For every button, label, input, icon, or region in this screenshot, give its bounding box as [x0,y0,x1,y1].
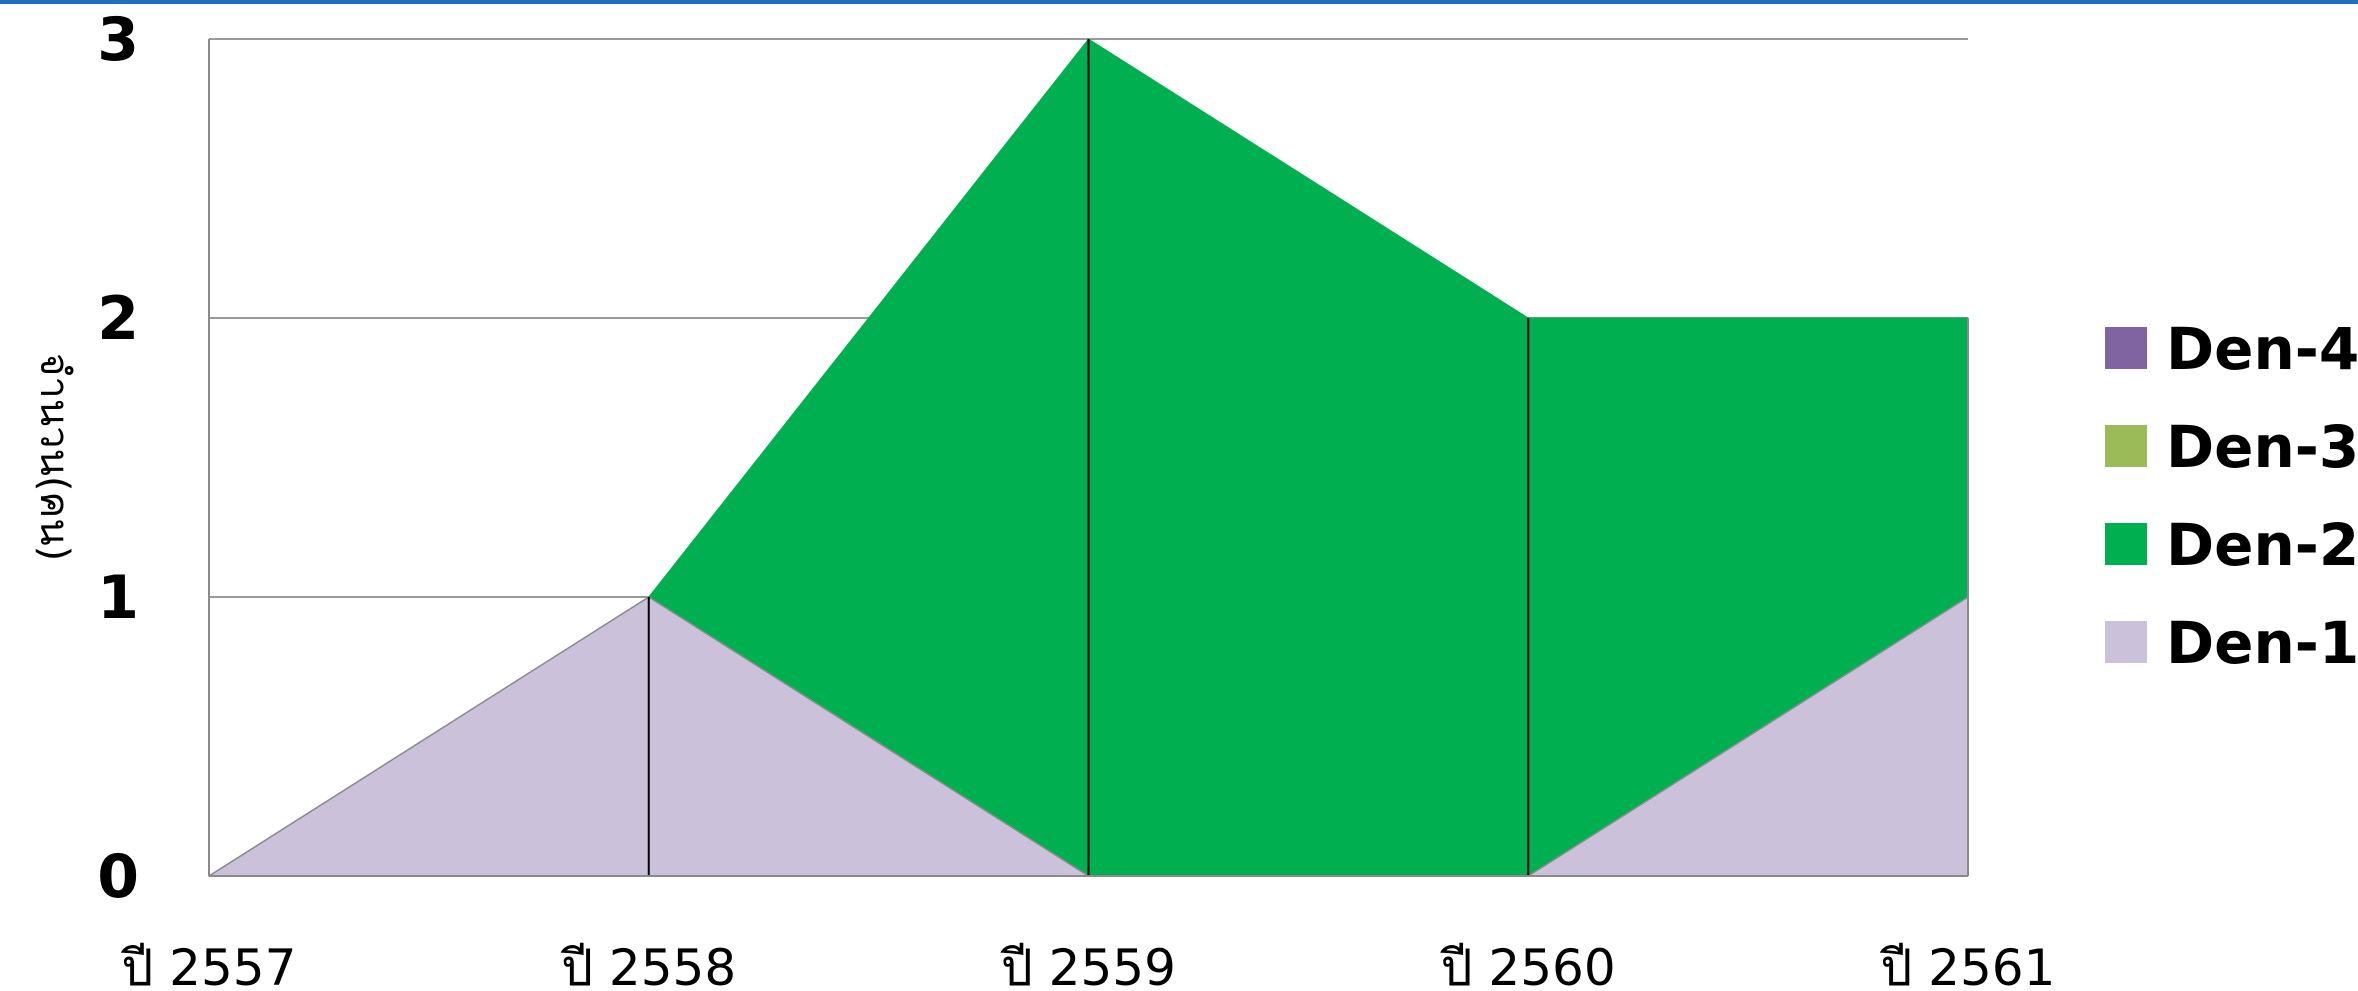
y-tick-label: 2 [97,284,139,354]
x-tick-label: ปี 2560 [1440,939,1616,991]
legend-swatch-den-3 [2105,425,2147,467]
legend-label-den-4: Den-4 [2166,315,2358,383]
legend-swatch-den-1 [2105,621,2147,663]
x-tick-label: ปี 2557 [120,939,296,991]
legend: Den-4 Den-3 Den-2 Den-1 [2105,315,2358,677]
axes [208,39,1968,877]
legend-label-den-1: Den-1 [2166,609,2358,677]
y-tick-label: 1 [97,563,139,633]
legend-label-den-2: Den-2 [2166,511,2358,579]
legend-swatch-den-4 [2105,327,2147,369]
y-tick-label: 3 [97,5,139,75]
y-tick-labels: 0 1 2 3 [97,5,139,912]
category-dividers [647,39,1969,876]
legend-label-den-3: Den-3 [2166,413,2358,481]
x-tick-labels: ปี 2557 ปี 2558 ปี 2559 ปี 2560 ปี 2561 [120,939,2055,991]
top-accent-bar [0,0,2358,4]
x-tick-label: ปี 2561 [1879,939,2055,991]
x-tick-label: ปี 2558 [560,939,736,991]
y-axis-title: จำนวน(คน) [31,353,77,561]
legend-swatch-den-2 [2105,523,2147,565]
y-tick-label: 0 [97,842,139,912]
x-tick-label: ปี 2559 [1000,939,1176,991]
